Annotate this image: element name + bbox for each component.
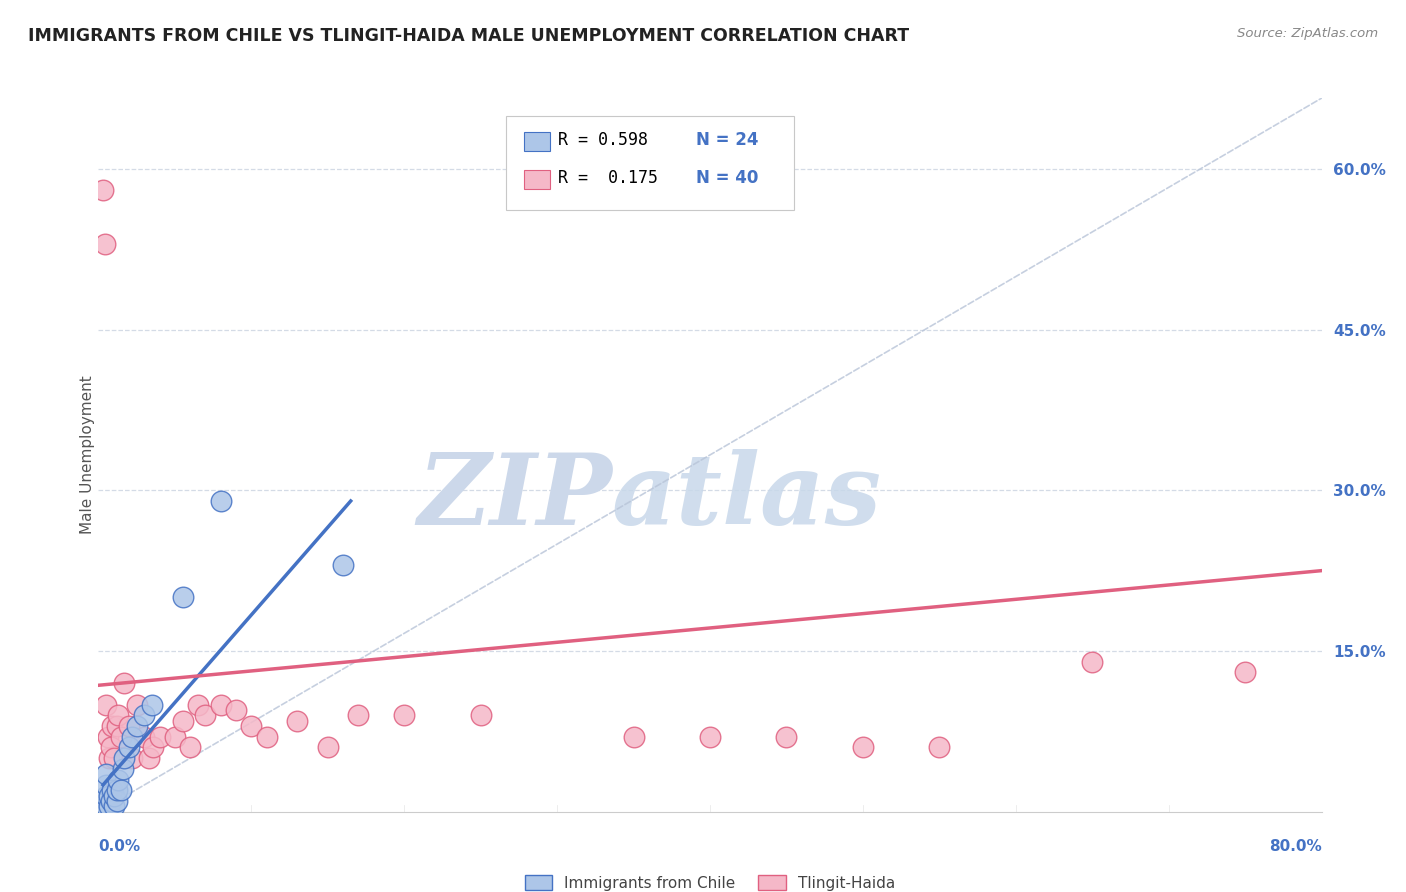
Point — [138, 751, 160, 765]
Point — [112, 676, 135, 690]
Point — [91, 183, 114, 197]
Point — [94, 789, 117, 803]
Text: IMMIGRANTS FROM CHILE VS TLINGIT-HAIDA MALE UNEMPLOYMENT CORRELATION CHART: IMMIGRANTS FROM CHILE VS TLINGIT-HAIDA M… — [28, 27, 910, 45]
Point — [623, 730, 645, 744]
Point — [94, 698, 117, 712]
Point — [134, 708, 156, 723]
Text: N = 40: N = 40 — [696, 169, 758, 187]
Text: ZIP: ZIP — [418, 450, 612, 546]
Point — [118, 740, 141, 755]
Text: R = 0.598: R = 0.598 — [558, 131, 648, 149]
Point — [105, 783, 128, 797]
Point — [105, 719, 128, 733]
Point — [101, 783, 124, 797]
Point — [98, 799, 121, 814]
Point — [118, 719, 141, 733]
Point — [141, 698, 163, 712]
Point — [93, 236, 115, 251]
Point — [110, 730, 132, 744]
Text: 0.0%: 0.0% — [98, 838, 141, 854]
Point — [187, 698, 209, 712]
Point — [100, 794, 122, 808]
Point — [103, 799, 125, 814]
Point — [163, 730, 186, 744]
Point — [775, 730, 797, 744]
Text: N = 24: N = 24 — [696, 131, 758, 149]
Point — [110, 783, 132, 797]
Point — [142, 740, 165, 755]
Point — [1081, 655, 1104, 669]
Point — [111, 762, 134, 776]
Point — [172, 591, 194, 605]
Point — [392, 708, 416, 723]
Point — [240, 719, 263, 733]
Point — [209, 698, 232, 712]
Point — [209, 494, 232, 508]
Point — [101, 719, 124, 733]
Point — [103, 789, 125, 803]
Point — [347, 708, 370, 723]
Point — [699, 730, 721, 744]
Point — [107, 708, 129, 723]
Point — [125, 698, 148, 712]
Y-axis label: Male Unemployment: Male Unemployment — [80, 376, 94, 534]
Point — [852, 740, 875, 755]
Point — [103, 751, 125, 765]
Point — [928, 740, 950, 755]
Legend: Immigrants from Chile, Tlingit-Haida: Immigrants from Chile, Tlingit-Haida — [519, 869, 901, 892]
Point — [470, 708, 492, 723]
Point — [94, 778, 117, 792]
Text: Source: ZipAtlas.com: Source: ZipAtlas.com — [1237, 27, 1378, 40]
Text: R =  0.175: R = 0.175 — [558, 169, 658, 187]
Point — [194, 708, 217, 723]
Text: atlas: atlas — [612, 450, 882, 546]
Point — [97, 730, 120, 744]
Point — [98, 789, 121, 803]
Point — [100, 740, 122, 755]
Point — [256, 730, 278, 744]
Point — [134, 730, 156, 744]
Point — [149, 730, 172, 744]
Point — [112, 751, 135, 765]
Point — [121, 730, 143, 744]
Point — [179, 740, 201, 755]
Point — [225, 703, 247, 717]
Point — [125, 719, 148, 733]
Point — [285, 714, 308, 728]
Point — [94, 767, 117, 781]
Point — [332, 558, 354, 573]
Point — [107, 772, 129, 787]
Point — [98, 751, 121, 765]
Point — [1234, 665, 1257, 680]
Point — [316, 740, 339, 755]
Point — [105, 794, 128, 808]
Point — [94, 799, 117, 814]
Point — [121, 751, 143, 765]
Point — [172, 714, 194, 728]
Text: 80.0%: 80.0% — [1268, 838, 1322, 854]
